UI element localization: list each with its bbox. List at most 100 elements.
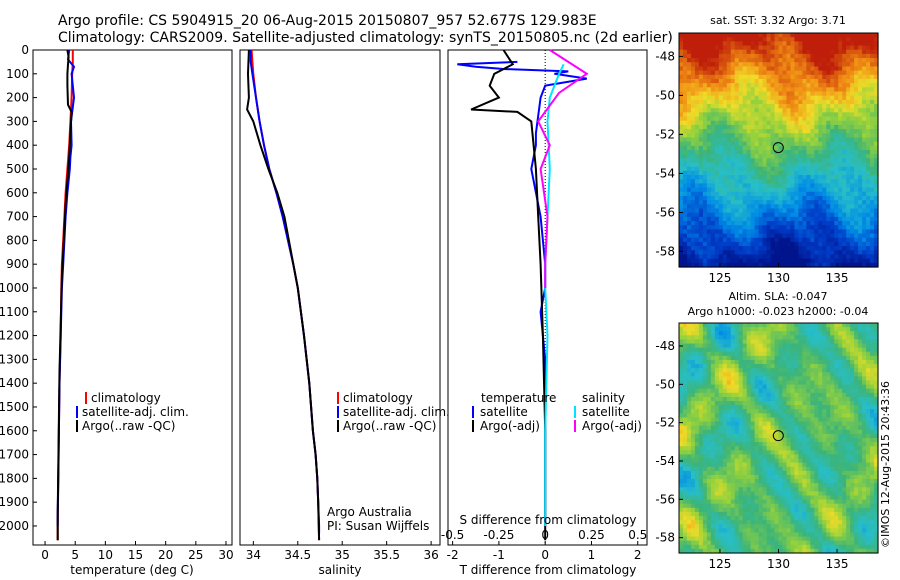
heatmap-cell (686, 200, 692, 205)
heatmap-cell (710, 405, 716, 410)
heatmap-cell (786, 392, 792, 398)
heatmap-cell (874, 191, 879, 197)
heatmap-cell (798, 208, 803, 214)
heatmap-cell (862, 446, 867, 451)
heatmap-cell (746, 466, 752, 472)
heatmap-cell (838, 83, 843, 88)
heatmap-cell (842, 233, 847, 239)
heatmap-cell (738, 166, 744, 172)
heatmap-cell (686, 99, 692, 105)
heatmap-cell (858, 108, 863, 113)
heatmap-cell (706, 70, 712, 76)
heatmap-cell (754, 175, 760, 180)
heatmap-cell (806, 339, 811, 345)
heatmap-cell (706, 91, 712, 97)
heatmap-cell (846, 450, 851, 456)
heatmap-cell (746, 83, 752, 88)
heatmap-cell (770, 241, 776, 247)
heatmap-cell (778, 183, 784, 189)
heatmap-cell (826, 70, 831, 76)
heatmap-cell (806, 78, 811, 84)
heatmap-cell (786, 66, 792, 72)
heatmap-cell (850, 170, 855, 176)
heatmap-cell (794, 474, 799, 480)
heatmap-cell (834, 470, 839, 476)
heatmap-cell (750, 405, 756, 410)
heatmap-cell (722, 359, 728, 365)
heatmap-cell (679, 466, 684, 472)
heatmap-cell (686, 246, 692, 251)
heatmap-cell (806, 450, 811, 456)
heatmap-cell (706, 112, 712, 118)
heatmap-cell (834, 246, 839, 251)
heatmap-cell (810, 45, 815, 51)
heatmap-cell (778, 405, 784, 410)
heatmap-cell (826, 254, 831, 260)
heatmap-cell (758, 66, 764, 72)
heatmap-cell (742, 425, 748, 431)
heatmap-cell (798, 450, 803, 456)
heatmap-cell (818, 241, 823, 247)
heatmap-cell (874, 355, 879, 361)
heatmap-cell (854, 66, 859, 72)
heatmap-cell (782, 95, 788, 101)
heatmap-cell (858, 150, 863, 155)
heatmap-cell (679, 368, 684, 373)
heatmap-cell (742, 74, 748, 80)
heatmap-cell (698, 364, 704, 369)
heatmap-cell (850, 83, 855, 88)
heatmap-cell (702, 158, 708, 164)
heatmap-cell (730, 162, 736, 168)
heatmap-cell (802, 229, 807, 235)
heatmap-cell (710, 78, 716, 84)
heatmap-cell (794, 376, 799, 382)
heatmap-cell (778, 351, 784, 357)
heatmap-cell (822, 438, 827, 443)
heatmap-cell (826, 355, 831, 361)
heatmap-cell (818, 208, 823, 214)
heatmap-cell (814, 204, 819, 210)
heatmap-cell (714, 458, 720, 464)
heatmap-cell (806, 409, 811, 414)
heatmap-cell (862, 327, 867, 332)
heatmap-cell (794, 229, 799, 235)
heatmap-cell (774, 91, 780, 97)
heatmap-cell (870, 376, 875, 382)
heatmap-cell (834, 458, 839, 464)
heatmap-cell (742, 254, 748, 260)
heatmap-cell (679, 241, 684, 247)
heatmap-cell (686, 83, 692, 88)
heatmap-cell (766, 191, 772, 197)
heatmap-cell (802, 166, 807, 172)
heatmap-cell (870, 474, 875, 480)
heatmap-cell (838, 237, 843, 243)
heatmap-cell (679, 474, 684, 480)
heatmap-cell (738, 49, 744, 55)
heatmap-cell (770, 483, 776, 488)
heatmap-cell (874, 229, 879, 235)
heatmap-cell (786, 343, 792, 349)
heatmap-cell (746, 241, 752, 247)
heatmap-cell (842, 470, 847, 476)
heatmap-cell (762, 454, 768, 460)
heatmap-cell (702, 175, 708, 180)
heatmap-cell (790, 129, 796, 134)
heatmap-cell (862, 368, 867, 373)
heatmap-cell (698, 62, 704, 68)
heatmap-cell (802, 66, 807, 72)
heatmap-cell (846, 343, 851, 349)
heatmap-cell (802, 45, 807, 51)
heatmap-cell (818, 388, 823, 394)
heatmap-cell (842, 368, 847, 373)
heatmap-cell (722, 145, 728, 151)
heatmap-cell (746, 137, 752, 143)
heatmap-cell (726, 158, 732, 164)
heatmap-cell (726, 204, 732, 210)
heatmap-cell (782, 166, 788, 172)
heatmap-cell (710, 454, 716, 460)
heatmap-cell (694, 413, 700, 419)
heatmap-cell (850, 166, 855, 172)
heatmap-cell (686, 58, 692, 63)
heatmap-cell (790, 343, 796, 349)
depth-tick-label: 1100 (0, 305, 29, 319)
